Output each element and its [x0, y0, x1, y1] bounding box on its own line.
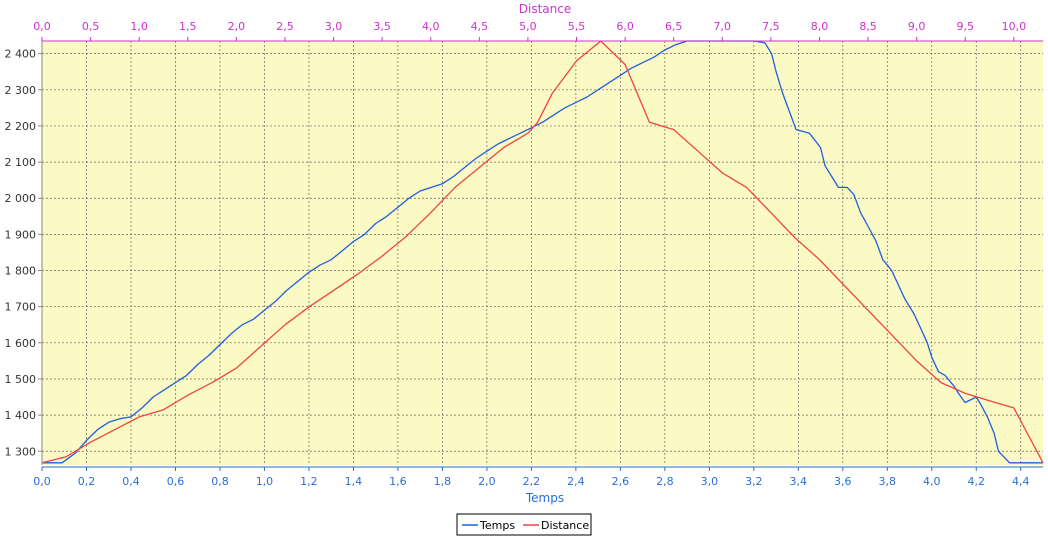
bottom-tick-label: 3,2	[745, 475, 763, 488]
top-tick-label: 4,0	[422, 20, 440, 33]
top-tick-label: 3,5	[373, 20, 391, 33]
bottom-tick-label: 0,0	[33, 475, 51, 488]
bottom-tick-label: 0,2	[78, 475, 96, 488]
top-tick-label: 1,0	[130, 20, 148, 33]
top-tick-label: 8,0	[811, 20, 829, 33]
bottom-tick-label: 1,0	[256, 475, 274, 488]
top-tick-label: 6,0	[616, 20, 634, 33]
y-tick-label: 1 800	[5, 265, 37, 278]
bottom-tick-label: 4,2	[968, 475, 986, 488]
y-tick-label: 2 400	[5, 48, 37, 61]
bottom-tick-label: 2,0	[478, 475, 496, 488]
bottom-tick-label: 0,8	[211, 475, 229, 488]
top-tick-label: 10,0	[1002, 20, 1027, 33]
top-tick-label: 8,5	[859, 20, 877, 33]
bottom-tick-label: 2,4	[567, 475, 585, 488]
top-tick-label: 6,5	[665, 20, 683, 33]
y-tick-label: 1 700	[5, 301, 37, 314]
legend-label-temps: Temps	[479, 519, 515, 532]
y-tick-label: 2 000	[5, 192, 37, 205]
top-tick-label: 0,5	[82, 20, 100, 33]
legend: Temps Distance	[456, 513, 592, 536]
series-line-temps	[42, 40, 1043, 464]
top-tick-label: 2,5	[276, 20, 294, 33]
bottom-tick-label: 2,6	[612, 475, 630, 488]
series-layer	[41, 40, 1044, 464]
bottom-axis-title: Temps	[525, 491, 564, 505]
bottom-tick-label: 0,6	[167, 475, 185, 488]
plot-area	[42, 41, 1043, 465]
y-tick-label: 1 900	[5, 228, 37, 241]
top-tick-label: 4,5	[471, 20, 489, 33]
top-axis-title: Distance	[519, 2, 571, 16]
legend-label-distance: Distance	[541, 519, 589, 532]
y-axis-ticks: 1 300 1 400 1 500 1 600 1 700 1 800 1 900 2 000…	[5, 48, 42, 458]
top-tick-label: 9,5	[957, 20, 975, 33]
y-tick-label: 2 200	[5, 120, 37, 133]
bottom-axis-ticks: 0,0 0,2 0,4 0,6 0,8 1,0 1,2 1,4 1,6 1,8 2,0 2,2 2,4 2…	[33, 467, 1030, 488]
bottom-tick-label: 3,4	[790, 475, 808, 488]
y-tick-label: 1 300	[5, 445, 37, 458]
top-tick-label: 1,5	[179, 20, 197, 33]
bottom-tick-label: 1,8	[434, 475, 452, 488]
top-tick-label: 9,0	[908, 20, 926, 33]
y-tick-label: 2 300	[5, 84, 37, 97]
y-tick-label: 2 100	[5, 156, 37, 169]
series-line-distance	[41, 40, 1044, 464]
bottom-tick-label: 2,8	[656, 475, 674, 488]
top-tick-label: 7,0	[714, 20, 732, 33]
bottom-tick-label: 4,4	[1012, 475, 1030, 488]
bottom-tick-label: 1,4	[345, 475, 363, 488]
y-tick-label: 1 500	[5, 373, 37, 386]
bottom-tick-label: 3,0	[701, 475, 719, 488]
top-tick-label: 5,5	[568, 20, 586, 33]
grid-lines	[41, 41, 1043, 465]
bottom-tick-label: 3,6	[834, 475, 852, 488]
top-axis-ticks: 0,0 0,5 1,0 1,5 2,0 2,5 3,0 3,5 4,0 4,5 5,0 5,5 6,0 6…	[33, 20, 1026, 41]
bottom-tick-label: 2,2	[523, 475, 541, 488]
top-tick-label: 7,5	[762, 20, 780, 33]
bottom-tick-label: 1,2	[300, 475, 318, 488]
bottom-tick-label: 0,4	[122, 475, 140, 488]
top-tick-label: 3,0	[325, 20, 343, 33]
bottom-tick-label: 1,6	[389, 475, 407, 488]
y-tick-label: 1 400	[5, 409, 37, 422]
y-tick-label: 1 600	[5, 337, 37, 350]
top-tick-label: 5,0	[519, 20, 537, 33]
bottom-tick-label: 4,0	[923, 475, 941, 488]
top-tick-label: 0,0	[33, 20, 51, 33]
top-tick-label: 2,0	[228, 20, 246, 33]
bottom-tick-label: 3,8	[879, 475, 897, 488]
